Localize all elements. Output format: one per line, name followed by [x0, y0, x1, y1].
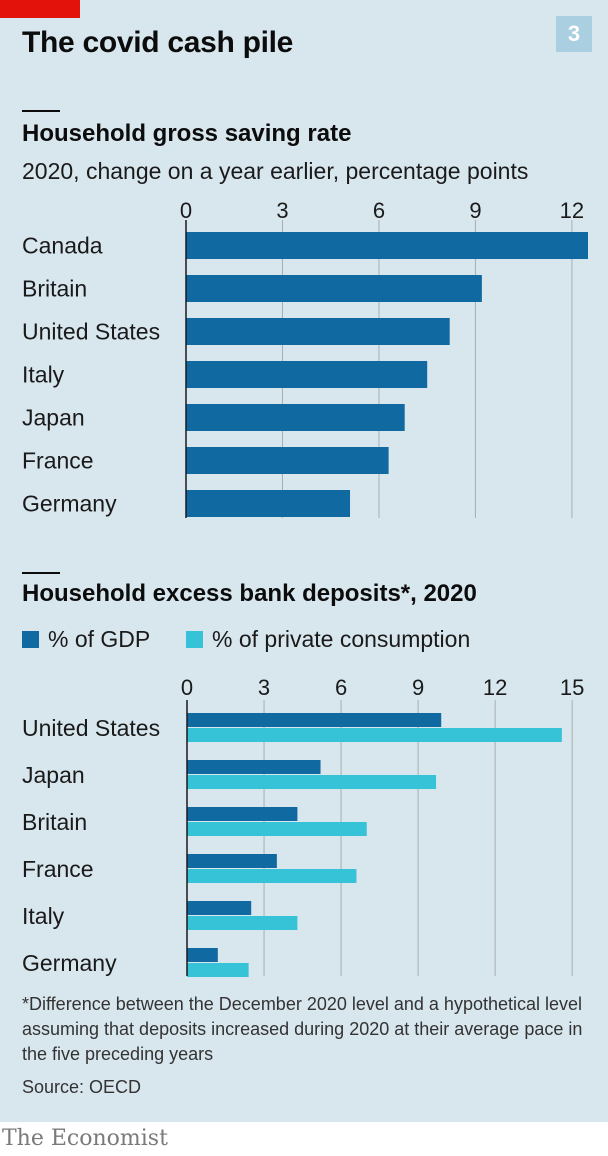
legend-item-gdp: % of GDP	[22, 624, 150, 654]
bar-series-1	[187, 948, 218, 962]
legend-swatch-consumption	[186, 630, 203, 648]
source-note: Source: OECD	[22, 1077, 142, 1097]
category-label: Italy	[22, 903, 65, 929]
bar	[186, 232, 588, 259]
bar-series-2	[187, 728, 562, 742]
bar-series-2	[187, 916, 298, 930]
chart-number-badge: 3	[556, 16, 592, 52]
bar-series-1	[187, 854, 277, 868]
bar-series-2	[187, 822, 367, 836]
x-tick-label: 15	[560, 675, 584, 700]
bar	[186, 404, 405, 431]
chart2-title: Household excess bank deposits*, 2020	[22, 580, 477, 607]
chart-panel	[0, 0, 608, 1122]
x-tick-label: 9	[412, 675, 424, 700]
chart1-subtitle: 2020, change on a year earlier, percenta…	[22, 158, 529, 184]
bar-series-1	[187, 901, 252, 915]
x-tick-label: 9	[469, 198, 481, 223]
section-rule-2	[22, 572, 60, 574]
category-label: Canada	[22, 233, 103, 259]
category-label: Britain	[22, 809, 87, 835]
legend-label-gdp: % of GDP	[48, 625, 151, 652]
chart1-svg: 0 3 6 9 12 Canada Britain United States Italy Jap…	[22, 198, 588, 518]
legend-label-consumption: % of private consumption	[212, 625, 471, 652]
footnote: *Difference between the December 2020 le…	[22, 994, 583, 1064]
bar-series-1	[187, 713, 442, 727]
category-label: Italy	[22, 362, 65, 388]
chart1-title: Household gross saving rate	[22, 120, 352, 147]
page-title: The covid cash pile	[22, 26, 294, 59]
x-tick-label: 3	[276, 198, 288, 223]
brand-red-tag	[0, 0, 80, 18]
x-tick-label: 0	[181, 675, 193, 700]
category-label: United States	[22, 319, 160, 345]
category-label: France	[22, 856, 94, 882]
bar	[186, 490, 351, 517]
category-label: Germany	[22, 950, 117, 976]
bar	[186, 447, 389, 474]
economist-logo: The Economist	[2, 1126, 168, 1151]
bar	[186, 275, 482, 302]
bar	[186, 318, 450, 345]
bar	[186, 361, 428, 388]
bar-series-2	[187, 963, 249, 977]
category-label: Japan	[22, 762, 85, 788]
bar-series-2	[187, 869, 357, 883]
bar-series-1	[187, 760, 321, 774]
x-tick-label: 6	[373, 198, 385, 223]
bar-series-1	[187, 807, 298, 821]
bar-series-2	[187, 775, 437, 789]
x-tick-label: 12	[560, 198, 584, 223]
category-label: France	[22, 448, 94, 474]
chart2-svg: 0 3 6 9 12 15 United States Japan Britain France I…	[22, 675, 584, 977]
category-label: Britain	[22, 276, 87, 302]
legend-item-consumption: % of private consumption	[186, 624, 470, 654]
category-label: United States	[22, 715, 160, 741]
x-tick-label: 12	[483, 675, 507, 700]
section-rule-1	[22, 110, 60, 112]
x-tick-label: 6	[335, 675, 347, 700]
x-tick-label: 3	[258, 675, 270, 700]
x-tick-label: 0	[180, 198, 192, 223]
category-label: Japan	[22, 405, 85, 431]
legend-swatch-gdp	[22, 630, 39, 648]
category-label: Germany	[22, 491, 117, 517]
